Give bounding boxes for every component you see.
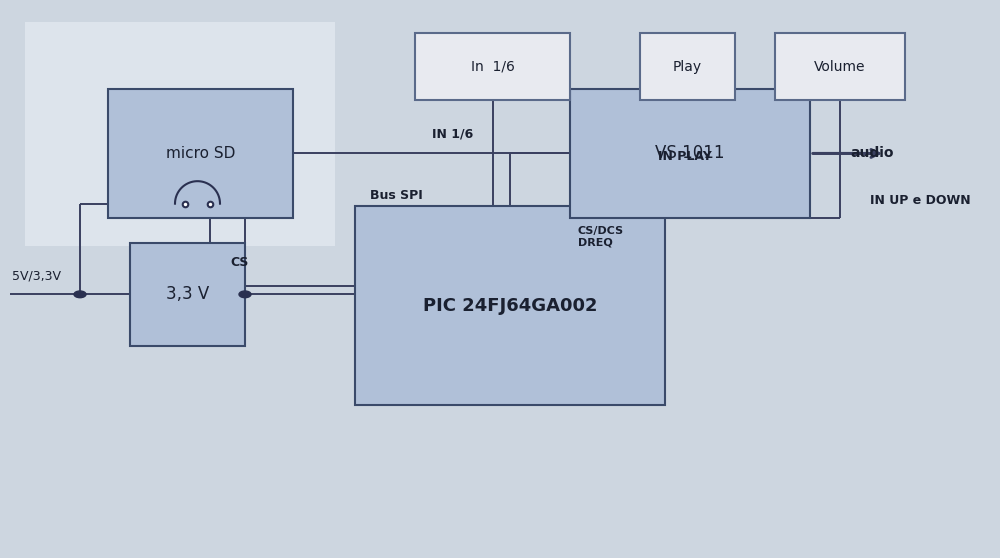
Text: In  1/6: In 1/6 bbox=[471, 60, 514, 74]
Text: micro SD: micro SD bbox=[166, 146, 235, 161]
Bar bbox=[108, 89, 293, 218]
Text: Bus SPI: Bus SPI bbox=[370, 189, 423, 202]
Text: IN UP e DOWN: IN UP e DOWN bbox=[870, 194, 971, 208]
Text: CS/DCS
DREQ: CS/DCS DREQ bbox=[578, 227, 624, 248]
Circle shape bbox=[74, 291, 86, 298]
Text: PIC 24FJ64GA002: PIC 24FJ64GA002 bbox=[423, 296, 597, 315]
Text: IN PLAY: IN PLAY bbox=[658, 150, 712, 163]
Bar bbox=[355, 206, 665, 405]
Circle shape bbox=[239, 291, 251, 298]
Text: Play: Play bbox=[673, 60, 702, 74]
Bar bbox=[570, 89, 810, 218]
Bar bbox=[640, 33, 735, 100]
Text: 3,3 V: 3,3 V bbox=[166, 285, 209, 304]
Bar bbox=[130, 243, 245, 346]
Bar bbox=[25, 22, 335, 246]
Text: CS: CS bbox=[230, 256, 248, 269]
Text: VS 1011: VS 1011 bbox=[655, 145, 725, 162]
Text: 5V/3,3V: 5V/3,3V bbox=[12, 270, 61, 283]
Bar bbox=[415, 33, 570, 100]
Bar bbox=[775, 33, 905, 100]
Text: IN 1/6: IN 1/6 bbox=[432, 127, 473, 141]
Text: Volume: Volume bbox=[814, 60, 866, 74]
Text: audio: audio bbox=[850, 146, 894, 160]
